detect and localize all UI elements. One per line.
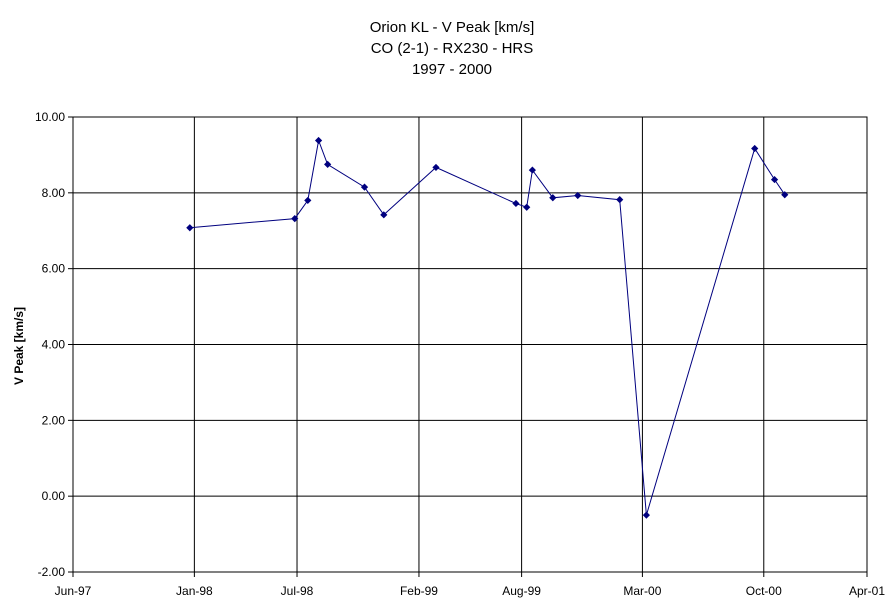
data-points (186, 136, 789, 519)
y-tick-label: -2.00 (38, 565, 66, 579)
x-tick-label: Aug-99 (502, 584, 541, 598)
data-point-marker (314, 136, 323, 145)
y-tick-label: 8.00 (42, 186, 66, 200)
data-point-marker (512, 199, 520, 208)
y-tick-label: 2.00 (42, 413, 66, 427)
y-tick-label: 0.00 (42, 489, 66, 503)
data-point-marker (291, 215, 299, 223)
data-point-marker (304, 196, 312, 205)
data-point-marker (549, 194, 557, 202)
y-axis-label: V Peak [km/s] (12, 307, 26, 385)
data-point-marker (781, 191, 789, 199)
gridlines (72, 116, 868, 573)
data-point-marker (642, 511, 650, 519)
chart-title: Orion KL - V Peak [km/s] CO (2-1) - RX23… (370, 19, 535, 78)
data-point-marker (751, 144, 759, 153)
data-point-marker (432, 163, 440, 172)
y-tick-label: 10.00 (35, 110, 65, 124)
x-tick-label: Jul-98 (281, 584, 314, 598)
y-tick-label: 6.00 (42, 262, 66, 276)
data-point-marker (523, 203, 531, 211)
x-tick-label: Mar-00 (623, 584, 661, 598)
data-point-marker (380, 211, 388, 219)
series-line (189, 138, 786, 516)
x-tick-label: Feb-99 (400, 584, 438, 598)
data-point-marker (324, 160, 332, 168)
title-line-1: Orion KL - V Peak [km/s] (370, 19, 535, 36)
y-axis-ticks: -2.00 0.00 2.00 4.00 6.00 8.00 10.00 (35, 110, 73, 579)
data-point-marker (186, 224, 194, 232)
y-tick-label: 4.00 (42, 338, 66, 352)
title-line-2: CO (2-1) - RX230 - HRS (371, 40, 534, 57)
data-point-marker (770, 175, 779, 184)
title-line-3: 1997 - 2000 (412, 61, 492, 78)
x-tick-label: Jun-97 (55, 584, 92, 598)
x-tick-label: Oct-00 (746, 584, 782, 598)
data-point-marker (360, 183, 369, 191)
data-point-marker (574, 191, 582, 200)
x-tick-label: Jan-98 (176, 584, 213, 598)
x-axis-ticks: Jun-97 Jan-98 Jul-98 Feb-99 Aug-99 Mar-00 Oct-… (55, 572, 885, 598)
data-point-marker (528, 166, 536, 174)
x-tick-label: Apr-01 (849, 584, 885, 598)
data-point-marker (616, 196, 624, 204)
